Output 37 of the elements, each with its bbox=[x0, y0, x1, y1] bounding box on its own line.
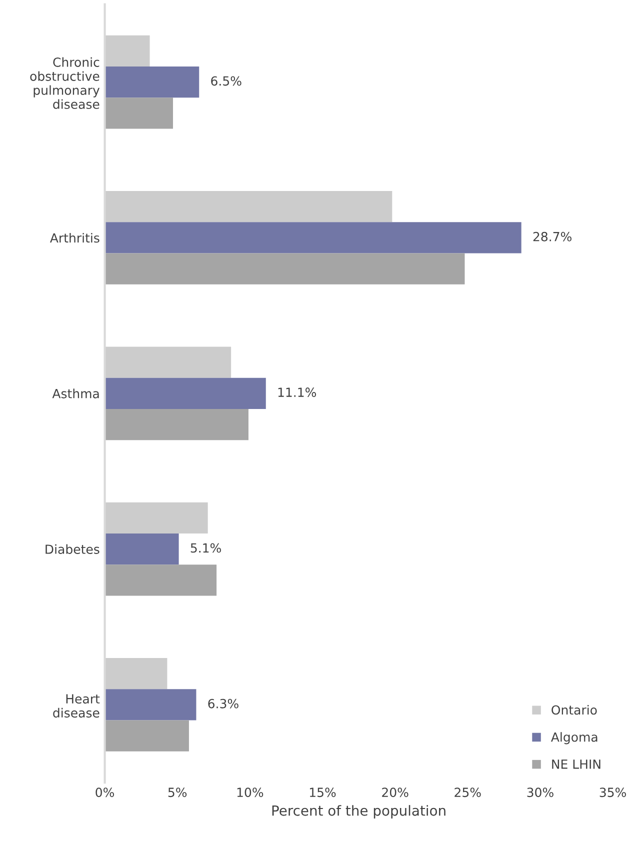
y-tick-label: Diabetes bbox=[46, 544, 100, 554]
bar bbox=[104, 564, 217, 596]
bar bbox=[104, 689, 196, 720]
y-tick-label: Arthritis bbox=[50, 232, 100, 243]
bar bbox=[104, 533, 179, 565]
y-tick-label: Asthma bbox=[52, 388, 99, 398]
x-tick-label: 20% bbox=[382, 788, 408, 798]
bar bbox=[104, 378, 266, 409]
bar bbox=[104, 253, 465, 284]
x-axis-title: Percent of the population bbox=[272, 805, 446, 819]
legend-label: Algoma bbox=[550, 732, 598, 744]
bar bbox=[104, 66, 200, 98]
y-tick-label: Chronic obstructive pulmonary disease bbox=[30, 57, 100, 109]
data-label: 6.3% bbox=[208, 698, 238, 708]
x-tick-label: 10% bbox=[237, 788, 264, 798]
data-label: 5.1% bbox=[190, 543, 221, 553]
x-tick-label: 0% bbox=[96, 788, 114, 798]
bar bbox=[104, 658, 168, 690]
data-label: 11.1% bbox=[278, 388, 316, 398]
legend-label: Ontario bbox=[552, 705, 597, 715]
bar bbox=[104, 502, 208, 534]
bar bbox=[104, 222, 522, 254]
data-label: 28.7% bbox=[533, 232, 572, 242]
legend-label: NE LHIN bbox=[552, 760, 600, 769]
y-tick-label: Heart disease bbox=[53, 694, 100, 718]
bar bbox=[104, 720, 189, 752]
x-tick-label: 15% bbox=[310, 788, 336, 798]
bar bbox=[104, 35, 150, 66]
bar bbox=[104, 191, 392, 222]
x-tick-label: 5% bbox=[168, 788, 187, 798]
bar bbox=[104, 346, 232, 378]
data-label: 6.5% bbox=[211, 76, 242, 86]
bar bbox=[104, 408, 248, 440]
x-tick-label: 30% bbox=[527, 788, 554, 798]
x-tick-label: 35% bbox=[600, 788, 626, 798]
x-tick-label: 25% bbox=[454, 788, 481, 798]
bar bbox=[104, 98, 173, 129]
